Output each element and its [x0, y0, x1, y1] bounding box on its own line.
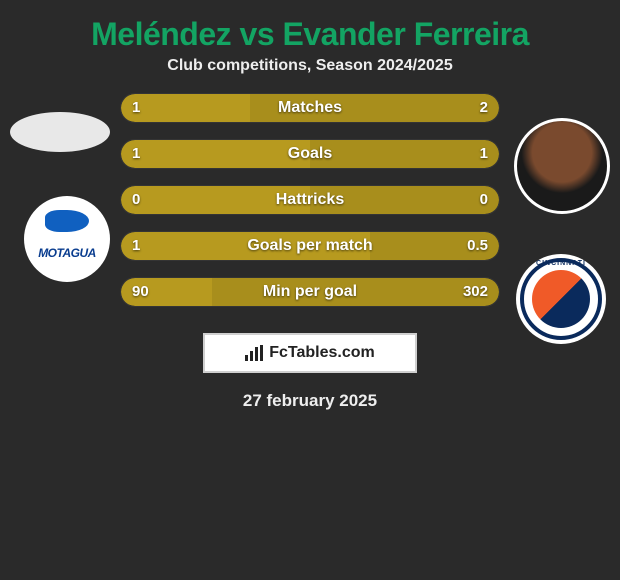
stat-row: 00Hattricks: [120, 185, 500, 215]
stat-label: Min per goal: [120, 277, 500, 307]
branding-text: FcTables.com: [269, 344, 375, 362]
stat-row: 10.5Goals per match: [120, 231, 500, 261]
comparison-date: 27 february 2025: [0, 391, 620, 411]
stat-row: 12Matches: [120, 93, 500, 123]
stat-label: Goals per match: [120, 231, 500, 261]
page-title: Meléndez vs Evander Ferreira: [0, 10, 620, 57]
comparison-infographic: Meléndez vs Evander Ferreira Club compet…: [0, 0, 620, 580]
stat-row: 11Goals: [120, 139, 500, 169]
stat-row: 90302Min per goal: [120, 277, 500, 307]
stat-label: Goals: [120, 139, 500, 169]
bar-chart-icon: [245, 345, 263, 361]
stats-comparison-area: 12Matches 11Goals 00Hattricks 10.5Goals per…: [0, 93, 620, 323]
stat-label: Matches: [120, 93, 500, 123]
subtitle: Club competitions, Season 2024/2025: [0, 57, 620, 93]
branding-badge: FcTables.com: [203, 333, 417, 373]
stat-label: Hattricks: [120, 185, 500, 215]
